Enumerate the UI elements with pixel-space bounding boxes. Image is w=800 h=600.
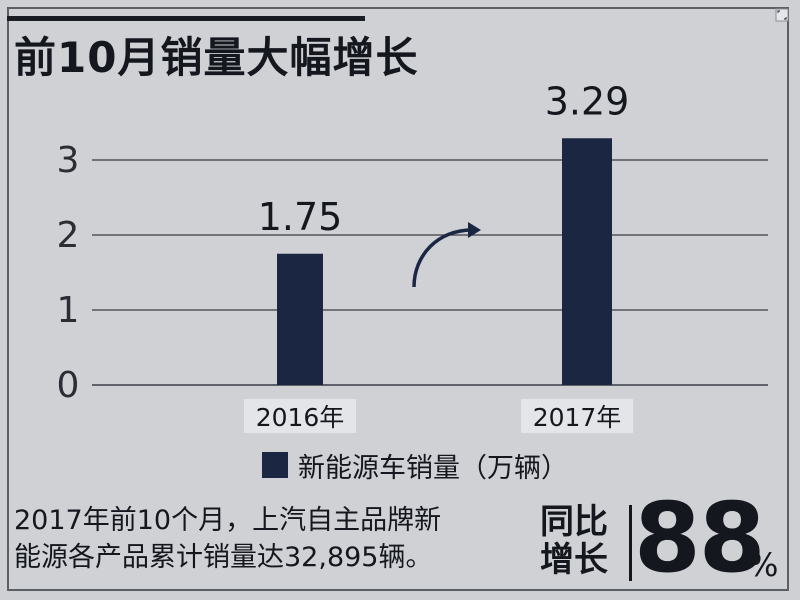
yoy-unit: % [748, 546, 779, 584]
curved-arrow-head-icon [468, 222, 481, 238]
bars [277, 138, 612, 385]
summary-note-line-1: 2017年前10个月，上汽自主品牌新 [14, 505, 442, 536]
data-label: 1.75 [258, 195, 343, 239]
x-tick-labels: 2016年 2017年 [244, 399, 633, 433]
y-tick-label: 0 [57, 365, 80, 406]
legend-swatch [262, 452, 288, 478]
bar-2017年 [562, 138, 612, 385]
legend: 新能源车销量（万辆） [262, 447, 568, 484]
curved-arrow-icon [412, 228, 473, 288]
chart-frame [7, 7, 789, 591]
page-title: 前10月销量大幅增长 [14, 33, 419, 82]
y-tick-labels: 0 1 2 3 [57, 140, 80, 406]
yoy-divider [629, 505, 632, 581]
y-tick-label: 3 [57, 140, 80, 181]
title-bar [7, 16, 365, 21]
data-label: 3.29 [545, 79, 630, 123]
grid-lines [92, 159, 768, 386]
expand-icon[interactable] [775, 8, 789, 22]
summary-note-line-2: 能源各产品累计销量达32,895辆。 [14, 542, 433, 573]
yoy-label-line-2: 增长 [540, 540, 608, 580]
yoy-label: 同比 增长 [540, 503, 624, 579]
data-labels: 1.75 3.29 [258, 79, 630, 239]
bar-2016年 [277, 253, 323, 385]
x-tick-label: 2017年 [533, 403, 622, 432]
summary-note: 2017年前10个月，上汽自主品牌新 能源各产品累计销量达32,895辆。 [14, 502, 524, 576]
x-tick-label-bg [521, 399, 633, 433]
yoy-label-line-1: 同比 [540, 502, 608, 542]
yoy-value: 88 [634, 482, 766, 594]
x-tick-label: 2016年 [256, 403, 345, 432]
legend-label: 新能源车销量（万辆） [298, 452, 568, 484]
x-tick-label-bg [244, 399, 356, 433]
y-tick-label: 2 [57, 215, 80, 256]
y-tick-label: 1 [57, 290, 80, 331]
